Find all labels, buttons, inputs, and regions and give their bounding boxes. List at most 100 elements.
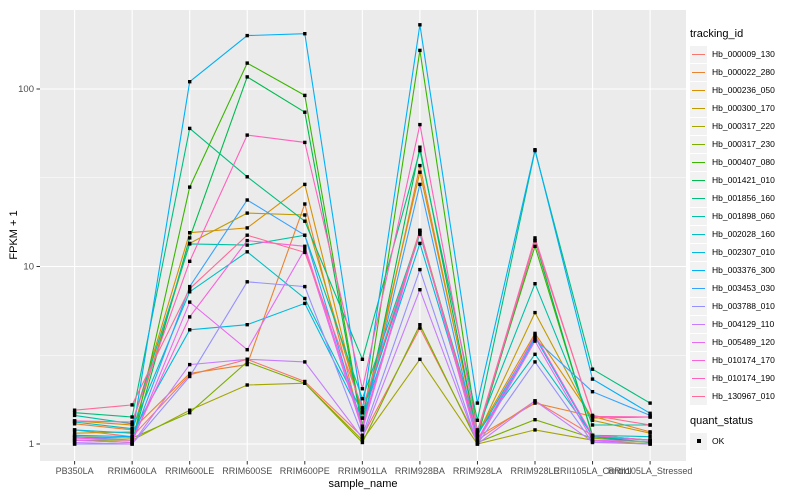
legend-key-swatch: [690, 243, 707, 261]
legend-line-icon: [692, 179, 705, 181]
svg-text:RRII105LA_Stressed: RRII105LA_Stressed: [608, 466, 693, 476]
legend-key-swatch: [690, 63, 707, 81]
svg-text:1: 1: [29, 439, 34, 450]
legend-key-swatch: [690, 153, 707, 171]
legend-item-label: Hb_000022_280: [712, 67, 775, 77]
legend-item-label: Hb_001856_160: [712, 193, 775, 203]
legend-line-icon: [692, 215, 705, 217]
square-point-icon: [696, 439, 701, 443]
svg-text:RRIM600LE: RRIM600LE: [165, 466, 214, 476]
legend-item-Hb_000022_280: Hb_000022_280: [690, 63, 798, 81]
legend-item-label: Hb_000300_170: [712, 103, 775, 113]
legend-item-label: Hb_004129_110: [712, 319, 775, 329]
legend-line-icon: [692, 233, 705, 235]
data-points: [72, 23, 652, 446]
x-axis-title: sample_name: [328, 478, 398, 490]
legend-key-swatch: [690, 171, 707, 189]
axis-ticks: [36, 88, 651, 465]
legend-item-Hb_003453_030: Hb_003453_030: [690, 279, 798, 297]
svg-text:RRIM600PE: RRIM600PE: [280, 466, 330, 476]
legend-item-Hb_010174_190: Hb_010174_190: [690, 369, 798, 387]
legend-item-Hb_010174_170: Hb_010174_170: [690, 351, 798, 369]
quant-status-item: OK: [690, 432, 798, 450]
svg-text:RRIM928LE: RRIM928LE: [510, 466, 559, 476]
legend-item-Hb_130967_010: Hb_130967_010: [690, 387, 798, 405]
legend-line-icon: [692, 359, 705, 361]
svg-text:PB350LA: PB350LA: [56, 466, 94, 476]
legend-item-label: Hb_001898_060: [712, 211, 775, 221]
legend-item-label: Hb_002028_160: [712, 229, 775, 239]
quant-status-items: OK: [690, 432, 798, 450]
legend-key-swatch: [690, 432, 707, 450]
legend-key-swatch: [690, 315, 707, 333]
legend-item-label: Hb_000317_220: [712, 121, 775, 131]
legend-item-Hb_000009_130: Hb_000009_130: [690, 45, 798, 63]
legend-item-label: Hb_001421_010: [712, 175, 775, 185]
legend-item-Hb_001898_060: Hb_001898_060: [690, 207, 798, 225]
legend-item-Hb_000236_050: Hb_000236_050: [690, 81, 798, 99]
legend-line-icon: [692, 269, 705, 271]
legend-items: Hb_000009_130 Hb_000022_280 Hb_000236_050 H…: [690, 45, 798, 405]
legend-title-tracking-id: tracking_id: [690, 28, 744, 40]
legend-item-Hb_001856_160: Hb_001856_160: [690, 189, 798, 207]
legend-line-icon: [692, 143, 705, 145]
legend-key-swatch: [690, 369, 707, 387]
svg-text:100: 100: [18, 84, 34, 95]
legend-key-swatch: [690, 117, 707, 135]
y-axis-title: FPKM + 1: [8, 210, 20, 260]
svg-text:RRIM928BA: RRIM928BA: [395, 466, 445, 476]
svg-text:RRIM928LA: RRIM928LA: [453, 466, 502, 476]
svg-text:RRIM600SE: RRIM600SE: [222, 466, 272, 476]
svg-text:10: 10: [23, 262, 34, 273]
legend-item-label: Hb_002307_010: [712, 247, 775, 257]
quant-status-label: OK: [712, 436, 725, 446]
legend-line-icon: [692, 395, 705, 397]
legend-item-label: Hb_005489_120: [712, 337, 775, 347]
legend-item-label: Hb_003453_030: [712, 283, 775, 293]
svg-text:RRIM600LA: RRIM600LA: [108, 466, 157, 476]
legend-key-swatch: [690, 297, 707, 315]
legend-item-Hb_000300_170: Hb_000300_170: [690, 99, 798, 117]
quant-status-block: quant_status OK: [690, 415, 798, 450]
y-tick-labels: 1 10 100: [18, 84, 34, 450]
legend-item-label: Hb_000317_230: [712, 139, 775, 149]
legend-key-swatch: [690, 207, 707, 225]
legend-item-Hb_005489_120: Hb_005489_120: [690, 333, 798, 351]
legend-line-icon: [692, 53, 705, 55]
legend-item-Hb_002307_010: Hb_002307_010: [690, 243, 798, 261]
legend-line-icon: [692, 197, 705, 199]
legend-item-Hb_004129_110: Hb_004129_110: [690, 315, 798, 333]
legend-line-icon: [692, 305, 705, 307]
legend-item-Hb_000317_230: Hb_000317_230: [690, 135, 798, 153]
legend-line-icon: [692, 377, 705, 379]
legend-line-icon: [692, 107, 705, 109]
legend-line-icon: [692, 71, 705, 73]
legend-item-label: Hb_003376_300: [712, 265, 775, 275]
legend-key-swatch: [690, 225, 707, 243]
legend-line-icon: [692, 161, 705, 163]
legend-key-swatch: [690, 333, 707, 351]
legend-key-swatch: [690, 387, 707, 405]
legend-item-label: Hb_000407_080: [712, 157, 775, 167]
legend-title-quant-status: quant_status: [690, 415, 753, 427]
legend-key-swatch: [690, 279, 707, 297]
legend-line-icon: [692, 89, 705, 91]
legend-line-icon: [692, 125, 705, 127]
legend-key-swatch: [690, 135, 707, 153]
legend-line-icon: [692, 287, 705, 289]
legend-key-swatch: [690, 351, 707, 369]
legend-item-label: Hb_010174_170: [712, 355, 775, 365]
legend-item-label: Hb_000236_050: [712, 85, 775, 95]
legend-item-label: Hb_003788_010: [712, 301, 775, 311]
legend-key-swatch: [690, 189, 707, 207]
svg-text:RRIM901LA: RRIM901LA: [338, 466, 387, 476]
legend-item-label: Hb_010174_190: [712, 373, 775, 383]
legend-item-label: Hb_000009_130: [712, 49, 775, 59]
legend-item-Hb_001421_010: Hb_001421_010: [690, 171, 798, 189]
legend-item-Hb_003788_010: Hb_003788_010: [690, 297, 798, 315]
legend-item-Hb_002028_160: Hb_002028_160: [690, 225, 798, 243]
legend-line-icon: [692, 251, 705, 253]
legend-item-Hb_003376_300: Hb_003376_300: [690, 261, 798, 279]
